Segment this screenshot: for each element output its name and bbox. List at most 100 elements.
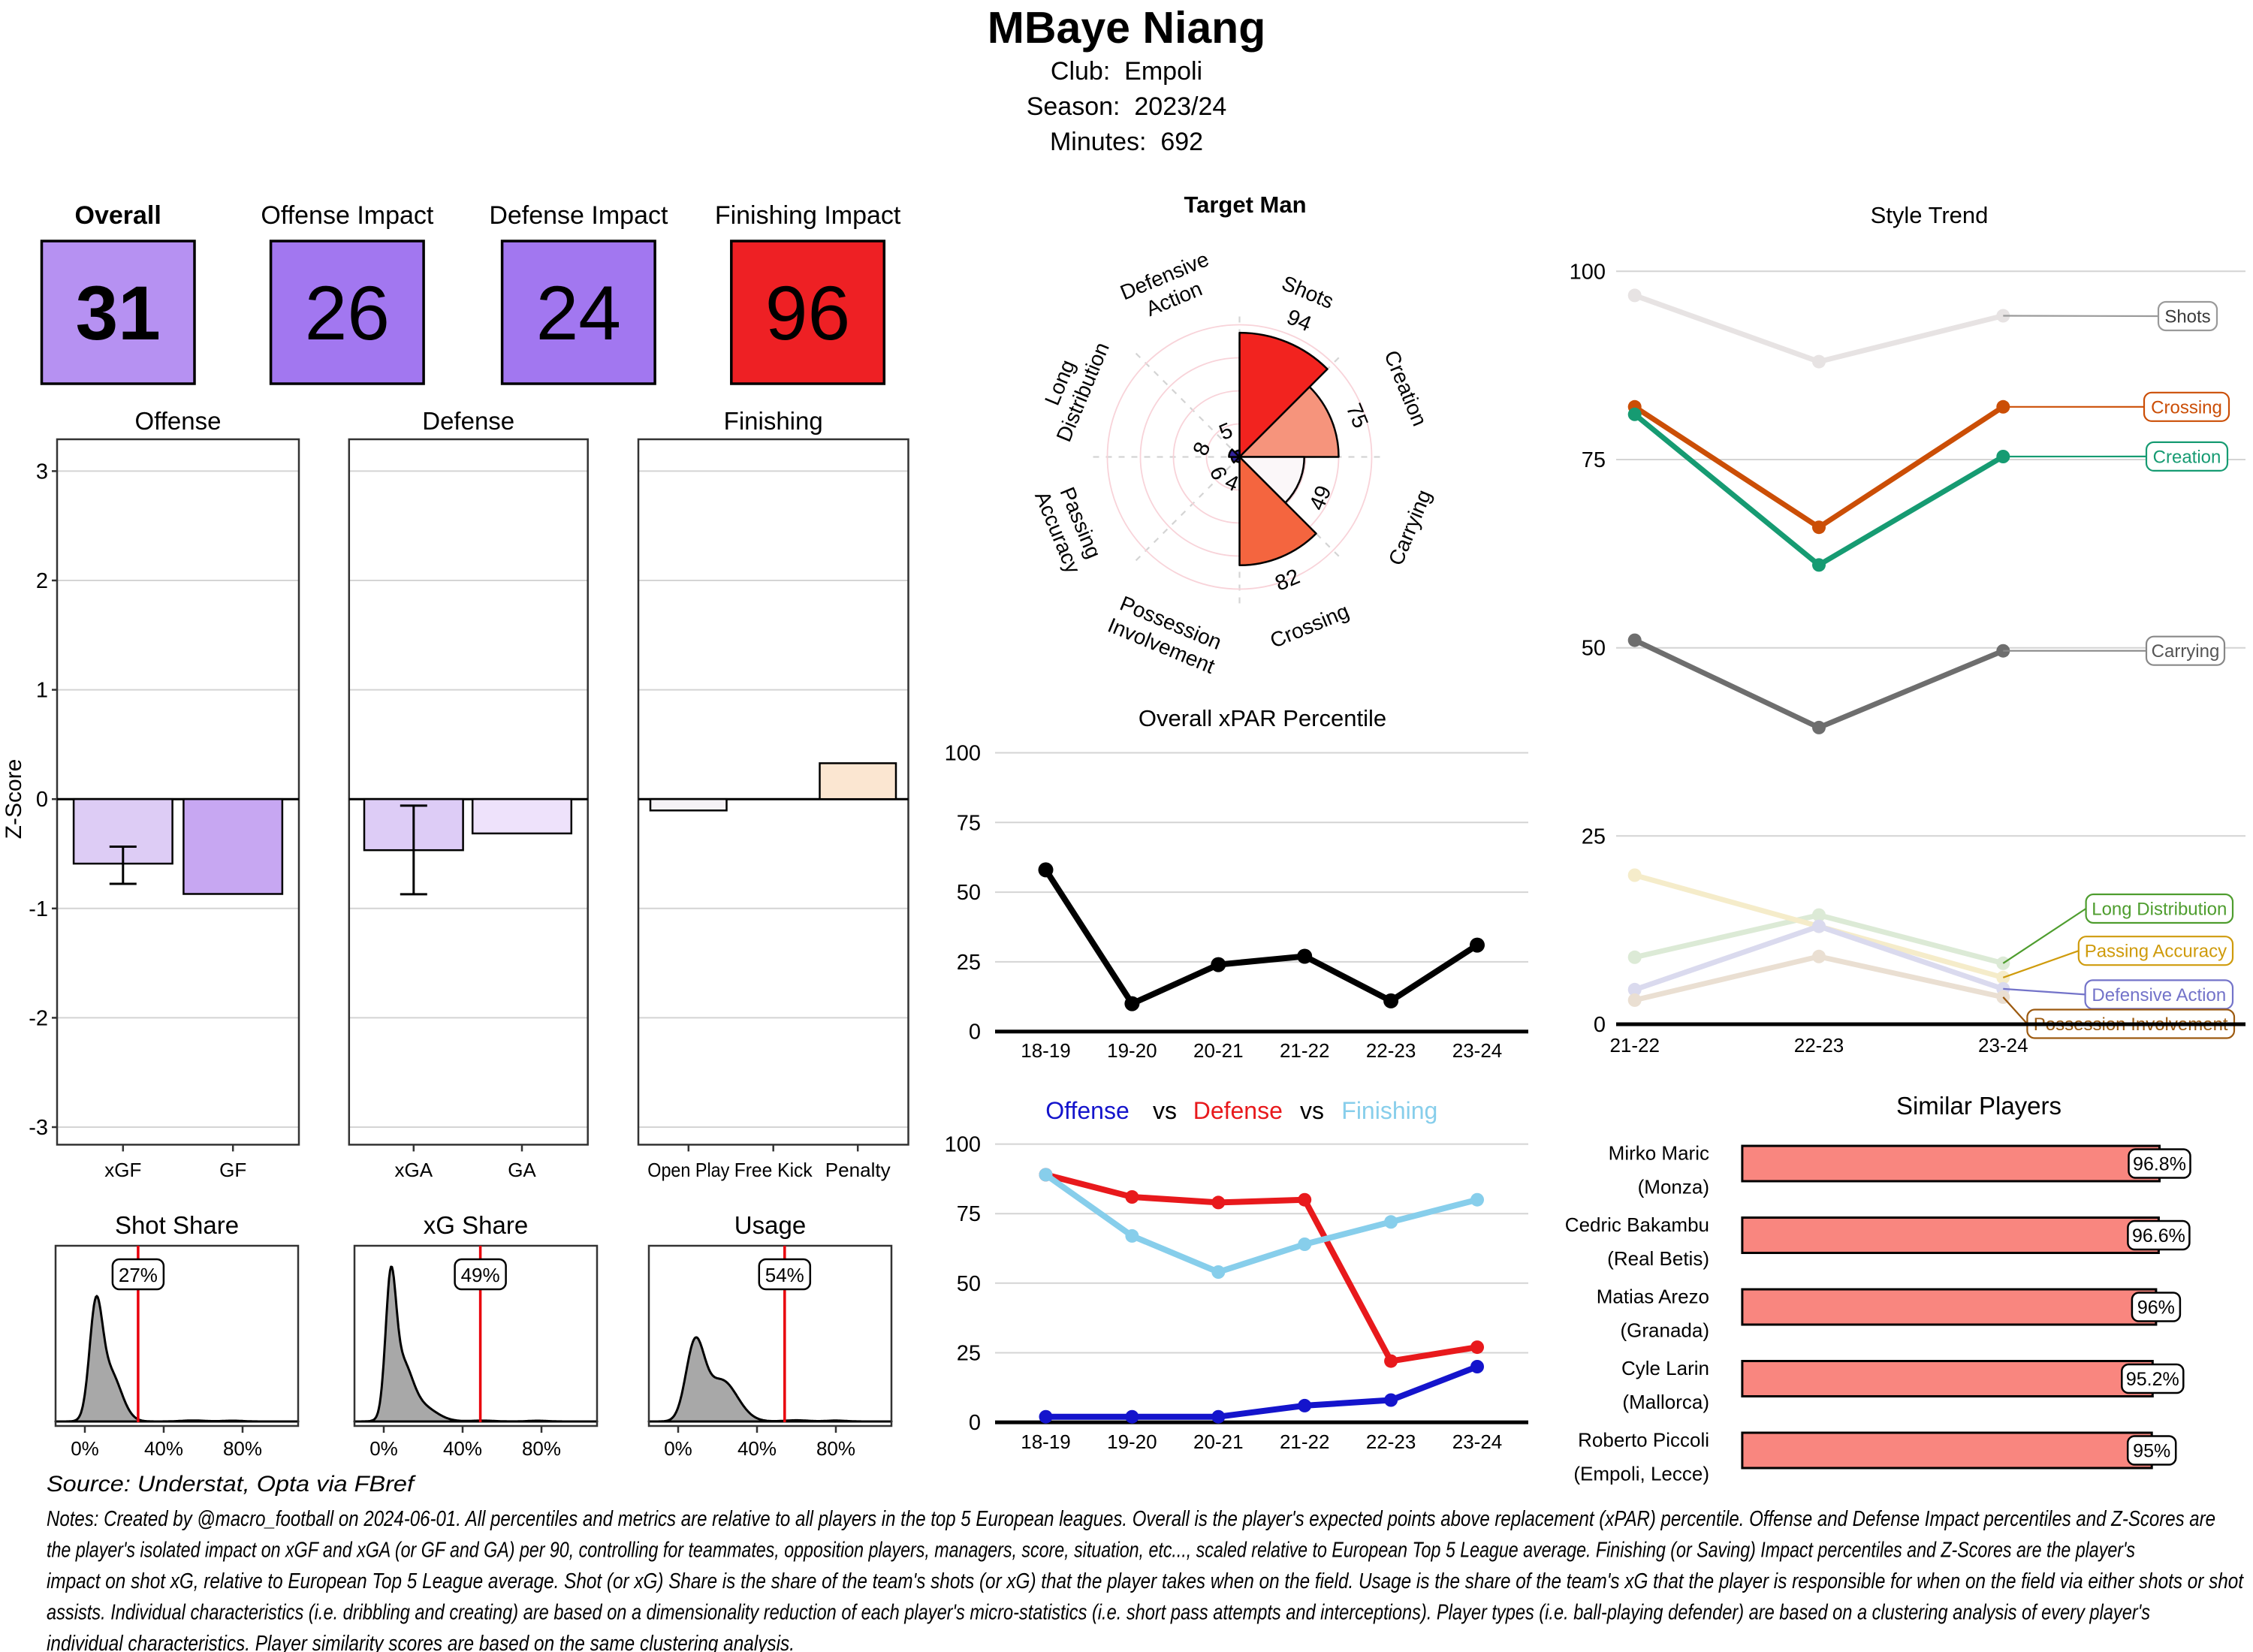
svg-text:xG Share: xG Share xyxy=(424,1211,528,1239)
svg-text:22-23: 22-23 xyxy=(1794,1034,1844,1057)
svg-text:40%: 40% xyxy=(443,1437,482,1460)
svg-text:-3: -3 xyxy=(29,1116,48,1140)
svg-text:1: 1 xyxy=(36,679,48,703)
svg-text:96.8%: 96.8% xyxy=(2133,1154,2186,1175)
svg-text:96%: 96% xyxy=(2137,1298,2175,1319)
svg-text:21-22: 21-22 xyxy=(1609,1034,1660,1057)
svg-text:27%: 27% xyxy=(119,1264,158,1286)
svg-text:18-19: 18-19 xyxy=(1021,1430,1071,1453)
svg-text:xGF: xGF xyxy=(104,1159,141,1181)
svg-text:25: 25 xyxy=(957,1342,981,1366)
svg-text:Notes: Created by @macro_footb: Notes: Created by @macro_football on 202… xyxy=(47,1507,2215,1531)
svg-text:Matias Arezo: Matias Arezo xyxy=(1597,1286,1709,1308)
svg-text:Overall: Overall xyxy=(75,201,161,230)
svg-text:24: 24 xyxy=(536,270,621,356)
svg-text:Season: 2023/24: Season: 2023/24 xyxy=(1027,92,1227,121)
svg-text:Finishing: Finishing xyxy=(724,407,823,435)
svg-text:0%: 0% xyxy=(71,1437,99,1460)
svg-text:18-19: 18-19 xyxy=(1021,1039,1071,1062)
svg-text:21-22: 21-22 xyxy=(1280,1430,1330,1453)
svg-text:Overall xPAR Percentile: Overall xPAR Percentile xyxy=(1139,705,1386,731)
svg-text:Finishing Impact: Finishing Impact xyxy=(715,201,901,230)
svg-text:Defense: Defense xyxy=(422,407,514,435)
svg-text:the player's isolated impact o: the player's isolated impact on xGF and … xyxy=(47,1539,2135,1563)
svg-text:(Empoli, Lecce): (Empoli, Lecce) xyxy=(1573,1463,1709,1485)
svg-text:Cyle Larin: Cyle Larin xyxy=(1621,1357,1709,1379)
svg-text:96: 96 xyxy=(765,270,850,356)
svg-text:Defense: Defense xyxy=(1193,1097,1283,1124)
svg-text:xGA: xGA xyxy=(395,1159,433,1181)
svg-text:GF: GF xyxy=(219,1159,246,1181)
svg-text:Shot Share: Shot Share xyxy=(115,1211,239,1239)
svg-text:Usage: Usage xyxy=(734,1211,806,1239)
svg-text:96.6%: 96.6% xyxy=(2132,1225,2185,1247)
svg-text:(Real Betis): (Real Betis) xyxy=(1607,1247,1709,1270)
svg-text:49%: 49% xyxy=(461,1264,500,1286)
svg-text:95%: 95% xyxy=(2133,1441,2170,1462)
svg-text:3: 3 xyxy=(36,460,48,484)
svg-text:40%: 40% xyxy=(737,1437,777,1460)
svg-text:25: 25 xyxy=(957,951,981,975)
svg-text:impact on shot xG, relative to: impact on shot xG, relative to European … xyxy=(47,1569,2245,1593)
svg-text:Defensive Action: Defensive Action xyxy=(2092,985,2226,1005)
svg-text:100: 100 xyxy=(945,1133,981,1157)
svg-text:Creation: Creation xyxy=(2153,447,2221,467)
svg-text:2: 2 xyxy=(36,569,48,593)
svg-text:(Mallorca): (Mallorca) xyxy=(1622,1391,1709,1413)
svg-text:23-24: 23-24 xyxy=(1978,1034,2028,1057)
svg-text:20-21: 20-21 xyxy=(1193,1430,1244,1453)
svg-text:-1: -1 xyxy=(29,897,48,921)
svg-text:Minutes: 692: Minutes: 692 xyxy=(1050,128,1203,156)
svg-text:26: 26 xyxy=(305,270,390,356)
svg-text:Target Man: Target Man xyxy=(1184,191,1306,218)
svg-text:0: 0 xyxy=(969,1020,981,1045)
svg-text:individual characteristics. Pl: individual characteristics. Player simil… xyxy=(47,1632,795,1652)
svg-text:assists. Individual characteri: assists. Individual characteristics (i.e… xyxy=(47,1601,2150,1625)
svg-text:23-24: 23-24 xyxy=(1452,1039,1503,1062)
svg-text:-2: -2 xyxy=(29,1006,48,1030)
svg-text:vs: vs xyxy=(1300,1097,1324,1124)
svg-text:54%: 54% xyxy=(765,1264,804,1286)
svg-text:Crossing: Crossing xyxy=(2151,397,2222,418)
svg-text:Club: Empoli: Club: Empoli xyxy=(1051,57,1202,86)
svg-text:31: 31 xyxy=(75,270,160,356)
svg-text:20-21: 20-21 xyxy=(1193,1039,1244,1062)
svg-text:22-23: 22-23 xyxy=(1366,1039,1416,1062)
svg-text:Offense: Offense xyxy=(1045,1097,1129,1124)
svg-text:50: 50 xyxy=(1582,637,1606,661)
svg-text:MBaye Niang: MBaye Niang xyxy=(988,3,1265,53)
svg-text:Finishing: Finishing xyxy=(1341,1097,1437,1124)
svg-text:40%: 40% xyxy=(144,1437,183,1460)
svg-text:0: 0 xyxy=(36,788,48,812)
svg-text:Penalty: Penalty xyxy=(825,1159,891,1181)
svg-text:Source: Understat, Opta via FB: Source: Understat, Opta via FBref xyxy=(47,1472,416,1497)
svg-text:Defense Impact: Defense Impact xyxy=(489,201,668,230)
svg-text:Passing Accuracy: Passing Accuracy xyxy=(2085,942,2227,962)
svg-text:Mirko Maric: Mirko Maric xyxy=(1609,1142,1709,1165)
svg-text:80%: 80% xyxy=(223,1437,262,1460)
svg-text:75: 75 xyxy=(1582,448,1606,472)
svg-text:0: 0 xyxy=(969,1411,981,1435)
svg-text:GA: GA xyxy=(508,1159,536,1181)
svg-text:Long Distribution: Long Distribution xyxy=(2092,900,2227,920)
svg-text:75: 75 xyxy=(957,811,981,835)
svg-text:95.2%: 95.2% xyxy=(2126,1369,2179,1390)
svg-text:Free Kick: Free Kick xyxy=(734,1159,813,1181)
svg-text:Carrying: Carrying xyxy=(2152,641,2220,662)
svg-text:19-20: 19-20 xyxy=(1107,1039,1157,1062)
svg-text:Shots: Shots xyxy=(2164,307,2210,327)
svg-text:100: 100 xyxy=(1570,260,1606,284)
svg-text:Open Play: Open Play xyxy=(647,1159,729,1181)
svg-text:80%: 80% xyxy=(816,1437,855,1460)
svg-text:vs: vs xyxy=(1153,1097,1177,1124)
svg-text:Cedric Bakambu: Cedric Bakambu xyxy=(1565,1213,1709,1236)
svg-text:22-23: 22-23 xyxy=(1366,1430,1416,1453)
svg-text:0%: 0% xyxy=(664,1437,692,1460)
svg-text:Z-Score: Z-Score xyxy=(2,759,26,840)
svg-text:21-22: 21-22 xyxy=(1280,1039,1330,1062)
svg-text:25: 25 xyxy=(1582,824,1606,849)
svg-text:23-24: 23-24 xyxy=(1452,1430,1503,1453)
svg-text:Similar Players: Similar Players xyxy=(1896,1092,2061,1120)
svg-text:Offense: Offense xyxy=(135,407,222,435)
svg-text:Offense Impact: Offense Impact xyxy=(261,201,433,230)
